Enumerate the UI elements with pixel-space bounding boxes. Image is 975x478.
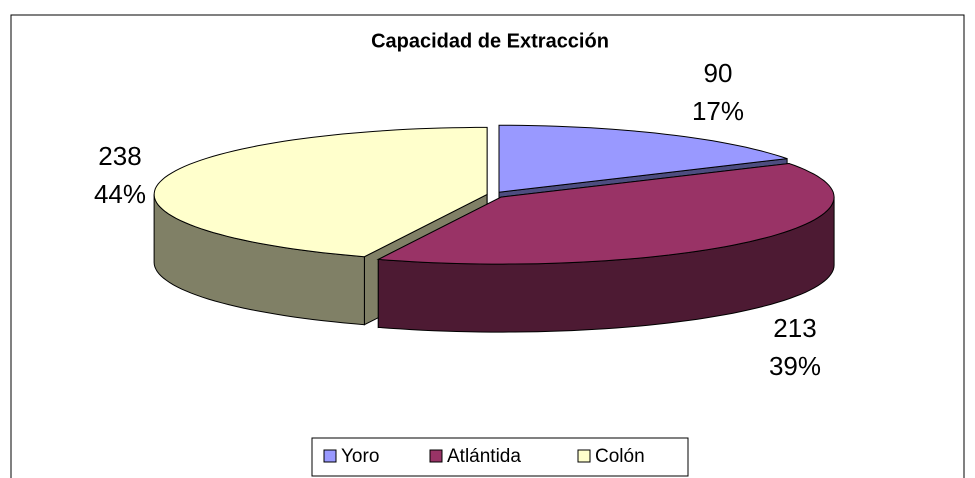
legend-swatch: [577, 449, 591, 463]
chart-title: Capacidad de Extracción: [371, 30, 609, 52]
slice: [153, 126, 488, 258]
data-label: 213: [773, 313, 816, 343]
legend-swatch: [429, 449, 443, 463]
legend-label: Atlántida: [447, 446, 521, 467]
data-label: 90: [704, 58, 733, 88]
slice: [376, 162, 835, 265]
slice: [498, 124, 788, 193]
legend-box: [311, 437, 689, 477]
percent-label: 44%: [94, 179, 146, 209]
percent-label: 39%: [769, 351, 821, 381]
data-label: 238: [98, 141, 141, 171]
legend-label: Yoro: [341, 446, 379, 467]
legend-swatch: [323, 449, 337, 463]
percent-label: 17%: [692, 96, 744, 126]
legend-label: Colón: [595, 446, 645, 467]
